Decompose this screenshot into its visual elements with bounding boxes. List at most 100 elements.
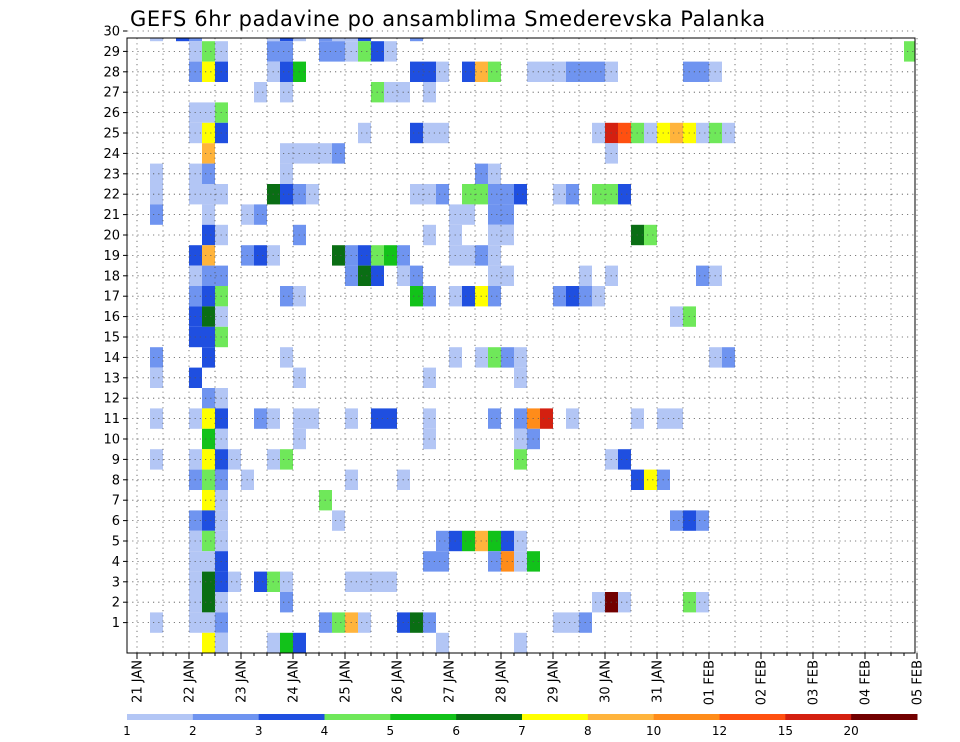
heatmap-cell-276 bbox=[358, 571, 371, 592]
y-tick-label-21: 21 bbox=[103, 208, 120, 223]
heatmap-cell-72 bbox=[722, 122, 735, 144]
y-tick-label-24: 24 bbox=[103, 147, 120, 162]
y-tick-label-14: 14 bbox=[103, 351, 120, 366]
heatmap-cell-136 bbox=[462, 245, 475, 266]
colorbar-label-8: 8 bbox=[584, 724, 592, 738]
x-axis: 21 JAN 22 JAN 23 JAN 24 JAN 25 JAN 26 JAN 27 J… bbox=[131, 653, 926, 705]
heatmap-cell-6 bbox=[319, 38, 332, 42]
heatmap-cell-203 bbox=[384, 408, 397, 429]
heatmap-cell-12 bbox=[202, 41, 215, 62]
heatmap-cell-85 bbox=[488, 163, 501, 184]
heatmap-cell-285 bbox=[618, 592, 631, 613]
y-tick-label-29: 29 bbox=[103, 45, 120, 60]
heatmap-cell-269 bbox=[202, 571, 215, 592]
colorbar-segment-9 bbox=[653, 714, 720, 720]
heatmap-cell-129 bbox=[332, 245, 345, 266]
heatmap-cell-106 bbox=[618, 184, 631, 205]
heatmap-cell-212 bbox=[670, 408, 683, 429]
heatmap-cell-250 bbox=[202, 530, 215, 552]
heatmap-cell-146 bbox=[410, 265, 423, 286]
heatmap-cell-123 bbox=[644, 224, 657, 246]
colorbar-label-5: 5 bbox=[387, 724, 395, 738]
heatmap-cell-181 bbox=[488, 347, 501, 368]
heatmap-cell-115 bbox=[202, 224, 215, 246]
y-tick-label-30: 30 bbox=[103, 25, 120, 40]
colorbar-segment-10 bbox=[719, 714, 786, 720]
heatmap-cell-78 bbox=[332, 143, 345, 164]
heatmap-cell-272 bbox=[254, 571, 267, 592]
heatmap-cell-231 bbox=[202, 469, 215, 490]
heatmap-cell-21 bbox=[384, 41, 397, 62]
heatmap-cell-62 bbox=[592, 122, 605, 144]
heatmap-cell-73 bbox=[202, 143, 215, 164]
heatmap-cell-208 bbox=[540, 408, 553, 429]
y-tick-label-5: 5 bbox=[112, 535, 120, 550]
heatmap-cell-304 bbox=[267, 632, 280, 653]
heatmap-cell-307 bbox=[436, 632, 449, 653]
y-tick-label-12: 12 bbox=[103, 392, 120, 407]
heatmap-cell-158 bbox=[410, 286, 423, 307]
heatmap-cell-163 bbox=[488, 286, 501, 307]
heatmap-cell-252 bbox=[436, 530, 449, 552]
y-tick-label-8: 8 bbox=[112, 473, 120, 488]
heatmap-cell-278 bbox=[384, 571, 397, 592]
y-tick-label-23: 23 bbox=[103, 167, 120, 182]
heatmap-cell-305 bbox=[280, 632, 293, 653]
y-tick-label-27: 27 bbox=[103, 86, 120, 101]
heatmap-cell-74 bbox=[280, 143, 293, 164]
colorbar-label-3: 3 bbox=[255, 724, 263, 738]
heatmap-cell-3 bbox=[267, 38, 280, 42]
heatmap-cell-295 bbox=[358, 612, 371, 633]
heatmap-cell-190 bbox=[514, 367, 527, 388]
x-tick-label-04-feb: 04 FEB bbox=[859, 660, 874, 705]
heatmap-cell-86 bbox=[150, 184, 163, 205]
heatmap-cell-209 bbox=[566, 408, 579, 429]
colorbar-segment-4 bbox=[324, 714, 391, 720]
y-tick-label-13: 13 bbox=[103, 371, 120, 386]
heatmap-cell-308 bbox=[514, 632, 527, 653]
heatmap-cell-303 bbox=[215, 632, 228, 653]
x-tick-label-29-jan: 29 JAN bbox=[547, 660, 562, 703]
x-tick-label-24-jan: 24 JAN bbox=[287, 660, 302, 703]
heatmap-cell-59 bbox=[410, 122, 423, 144]
heatmap-cell-287 bbox=[696, 592, 709, 613]
heatmap-cell-49 bbox=[384, 82, 397, 103]
y-tick-label-1: 1 bbox=[112, 616, 120, 631]
heatmap-cell-112 bbox=[462, 204, 475, 225]
heatmap-cell-221 bbox=[202, 449, 215, 470]
heatmap-cell-223 bbox=[228, 449, 241, 470]
heatmap-cell-178 bbox=[280, 347, 293, 368]
heatmap-cell-282 bbox=[280, 592, 293, 613]
heatmap-cell-1 bbox=[176, 38, 189, 42]
y-tick-label-3: 3 bbox=[112, 575, 120, 590]
heatmap-cell-226 bbox=[514, 449, 527, 470]
x-tick-label-26-jan: 26 JAN bbox=[391, 660, 406, 703]
heatmap-cell-32 bbox=[436, 61, 449, 82]
heatmap-cell-33 bbox=[462, 61, 475, 82]
colorbar-label-15: 15 bbox=[778, 724, 793, 738]
y-tick-label-25: 25 bbox=[103, 127, 120, 142]
colorbar-segment-5 bbox=[390, 714, 457, 720]
heatmap-cell-110 bbox=[254, 204, 267, 225]
heatmap-cell-53 bbox=[202, 102, 215, 123]
heatmap-cell-300 bbox=[566, 612, 579, 633]
heatmap-cell-120 bbox=[488, 224, 501, 246]
heatmap-cell-245 bbox=[332, 510, 345, 531]
heatmap-cell-237 bbox=[644, 469, 657, 490]
heatmap-cell-171 bbox=[670, 306, 683, 327]
heatmap-cell-306 bbox=[293, 632, 306, 653]
heatmap-cell-174 bbox=[202, 326, 215, 348]
heatmap-cell-0 bbox=[150, 38, 163, 42]
colorbar-label-7: 7 bbox=[518, 724, 526, 738]
x-tick-label-28-jan: 28 JAN bbox=[495, 660, 510, 703]
heatmap-cell-39 bbox=[566, 61, 579, 82]
y-axis: 1234567891011121314151617181920212223242… bbox=[103, 25, 127, 631]
heatmap-cell-5 bbox=[293, 38, 306, 42]
heatmap-cell-256 bbox=[488, 530, 501, 552]
heatmap-cell-88 bbox=[202, 184, 215, 205]
heatmap-cell-35 bbox=[488, 61, 501, 82]
heatmap-cell-25 bbox=[202, 61, 215, 82]
heatmap-cell-260 bbox=[202, 551, 215, 572]
heatmap-cell-274 bbox=[280, 571, 293, 592]
